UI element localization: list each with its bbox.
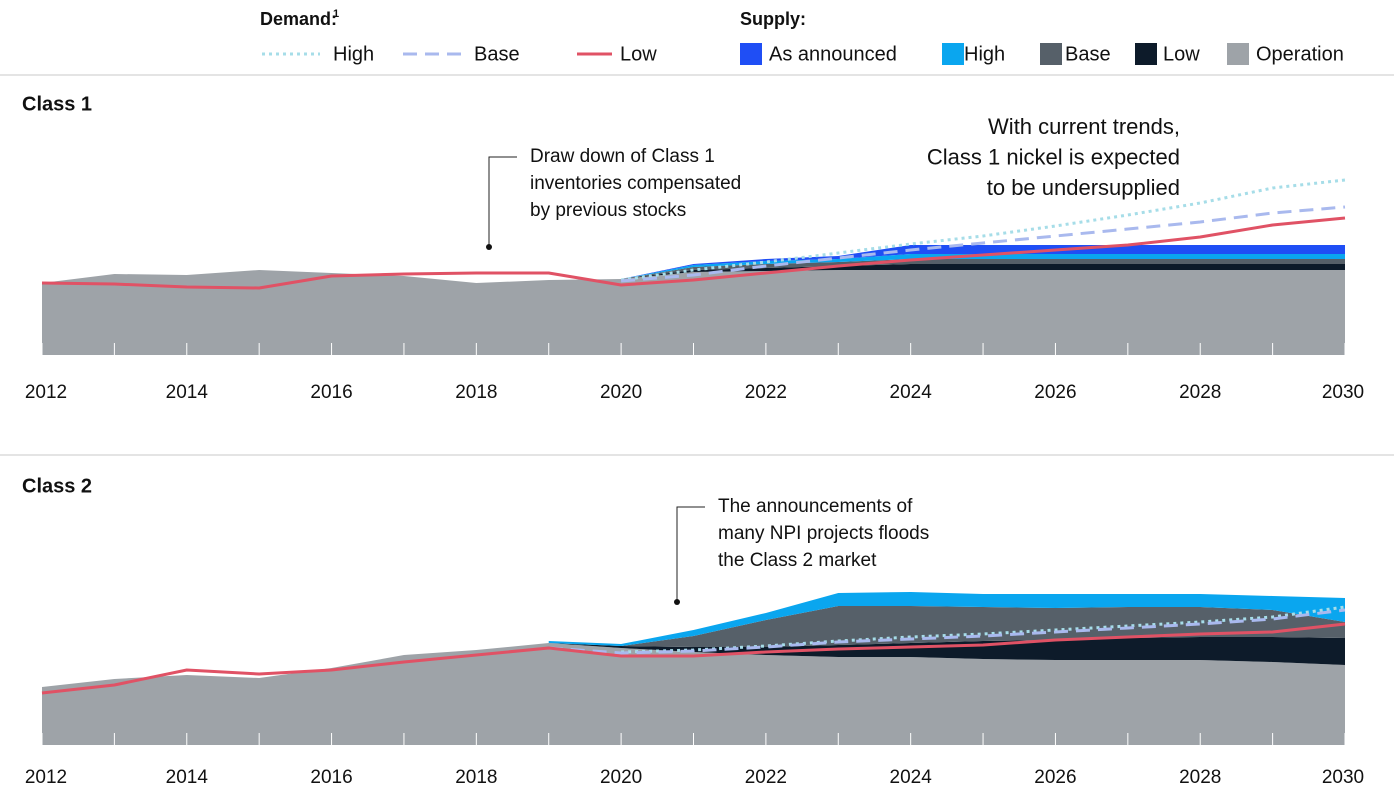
x-tick-label: 2030 bbox=[1322, 382, 1364, 403]
annotation: Draw down of Class 1 bbox=[530, 146, 715, 167]
legend-label: Base bbox=[474, 43, 520, 65]
legend-swatch bbox=[1227, 43, 1249, 65]
annotation: many NPI projects floods bbox=[718, 523, 929, 544]
demand-line bbox=[621, 605, 1346, 654]
demand-line bbox=[620, 178, 1346, 282]
x-tick-label: 2016 bbox=[310, 382, 352, 403]
legend-label: Base bbox=[1065, 43, 1111, 65]
x-tick-label: 2020 bbox=[600, 767, 642, 788]
x-tick-label: 2018 bbox=[455, 767, 497, 788]
x-tick-label: 2020 bbox=[600, 382, 642, 403]
demand-line bbox=[548, 608, 1346, 655]
annotation: With current trends, bbox=[988, 114, 1180, 139]
legend-label: Low bbox=[1163, 43, 1200, 65]
legend-label: High bbox=[964, 43, 1005, 65]
annotation-leader bbox=[676, 506, 705, 602]
x-tick-label: 2024 bbox=[890, 767, 933, 788]
supply-area bbox=[548, 637, 1345, 665]
supply-area bbox=[42, 270, 1345, 355]
legend-swatch bbox=[1040, 43, 1062, 65]
legend-label: Operation bbox=[1256, 43, 1344, 65]
x-tick-label: 2016 bbox=[310, 767, 352, 788]
demand-line bbox=[41, 216, 1346, 290]
legend-label: As announced bbox=[769, 43, 897, 65]
legend-label: High bbox=[333, 43, 374, 65]
annotation: inventories compensated bbox=[530, 173, 741, 194]
annotation-dot bbox=[486, 244, 492, 250]
annotation: to be undersupplied bbox=[987, 175, 1180, 200]
x-tick-label: 2026 bbox=[1034, 382, 1076, 403]
annotation: the Class 2 market bbox=[718, 550, 877, 571]
x-tick-label: 2028 bbox=[1179, 382, 1221, 403]
legend-title: Supply: bbox=[740, 9, 806, 29]
supply-area bbox=[548, 592, 1345, 646]
x-tick-label: 2022 bbox=[745, 767, 787, 788]
x-tick-label: 2022 bbox=[745, 382, 787, 403]
legend-title: Demand: bbox=[260, 9, 337, 29]
demand-line bbox=[41, 622, 1346, 695]
x-tick-label: 2026 bbox=[1034, 767, 1076, 788]
x-tick-label: 2028 bbox=[1179, 767, 1221, 788]
x-tick-label: 2012 bbox=[25, 767, 67, 788]
x-tick-label: 2012 bbox=[25, 382, 67, 403]
annotation: Class 1 nickel is expected bbox=[927, 144, 1180, 169]
annotation-dot bbox=[674, 599, 680, 605]
legend-swatch bbox=[942, 43, 964, 65]
x-tick-label: 2030 bbox=[1322, 767, 1364, 788]
supply-area bbox=[621, 264, 1345, 279]
x-tick-label: 2018 bbox=[455, 382, 497, 403]
footnote-marker: 1 bbox=[333, 8, 339, 20]
x-tick-label: 2014 bbox=[166, 767, 209, 788]
supply-area bbox=[621, 259, 1345, 279]
annotation: The announcements of bbox=[718, 496, 913, 517]
x-tick-label: 2024 bbox=[890, 382, 933, 403]
x-tick-label: 2014 bbox=[166, 382, 209, 403]
panel-title: Class 2 bbox=[22, 475, 92, 497]
panel-title: Class 1 bbox=[22, 93, 92, 115]
supply-area bbox=[621, 245, 1345, 279]
annotation: by previous stocks bbox=[530, 200, 686, 221]
legend-swatch bbox=[740, 43, 762, 65]
legend-swatch bbox=[1135, 43, 1157, 65]
supply-area bbox=[621, 254, 1345, 279]
annotation-leader bbox=[488, 156, 517, 247]
legend-label: Low bbox=[620, 43, 657, 65]
supply-area bbox=[42, 643, 1345, 745]
demand-line bbox=[620, 205, 1346, 283]
